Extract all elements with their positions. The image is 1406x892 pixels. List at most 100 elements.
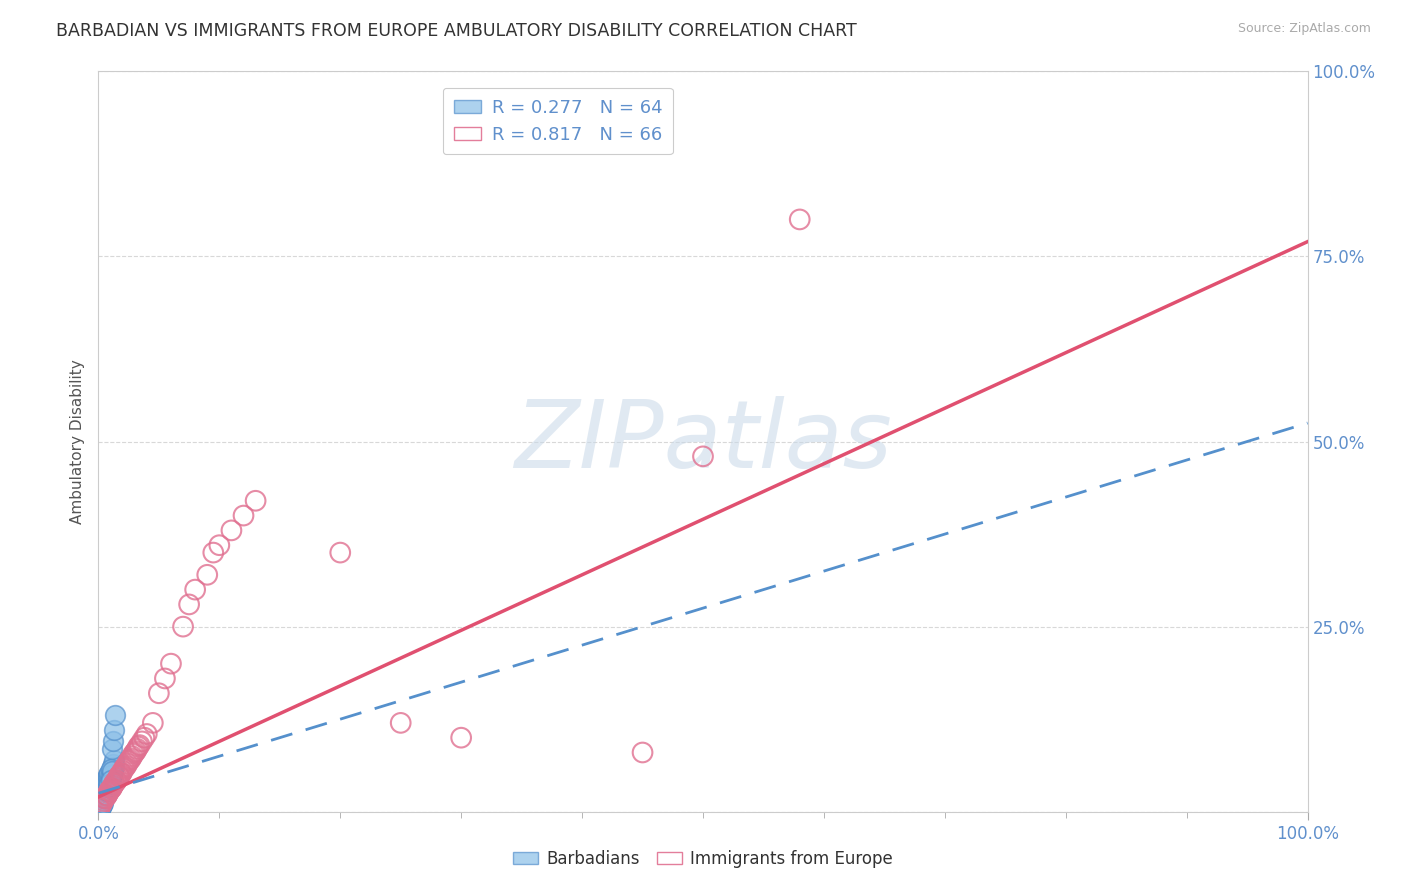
Point xyxy=(89,801,111,815)
Point xyxy=(91,791,114,805)
Point xyxy=(100,780,122,795)
Y-axis label: Ambulatory Disability: Ambulatory Disability xyxy=(69,359,84,524)
Point xyxy=(94,789,117,804)
Point xyxy=(100,767,122,781)
Point xyxy=(89,801,111,815)
Point xyxy=(124,746,146,760)
Point xyxy=(96,773,118,788)
Point xyxy=(122,747,145,761)
Point xyxy=(450,731,472,745)
Point xyxy=(90,796,112,810)
Point xyxy=(127,739,149,754)
Point xyxy=(90,797,112,812)
Point xyxy=(128,738,150,752)
Point xyxy=(112,762,135,776)
Point xyxy=(100,764,122,778)
Point xyxy=(108,769,131,783)
Point xyxy=(94,776,117,790)
Point xyxy=(98,767,121,781)
Point xyxy=(91,782,114,797)
Legend: R = 0.277   N = 64, R = 0.817   N = 66: R = 0.277 N = 64, R = 0.817 N = 66 xyxy=(443,87,673,154)
Point xyxy=(100,764,122,778)
Point xyxy=(91,798,114,813)
Point xyxy=(114,760,136,774)
Point xyxy=(103,776,125,790)
Point xyxy=(90,797,112,812)
Point xyxy=(91,794,114,808)
Point xyxy=(100,741,122,756)
Point xyxy=(91,786,114,800)
Point xyxy=(89,801,111,815)
Point xyxy=(97,786,120,800)
Point xyxy=(101,779,124,793)
Point xyxy=(131,734,153,748)
Point xyxy=(329,546,352,560)
Point xyxy=(105,773,128,788)
Point xyxy=(105,773,128,788)
Point xyxy=(202,546,225,560)
Point xyxy=(107,772,129,786)
Point xyxy=(121,749,143,764)
Point xyxy=(91,796,114,810)
Point xyxy=(103,753,125,767)
Point xyxy=(96,775,118,789)
Point xyxy=(160,657,183,671)
Point xyxy=(118,755,141,769)
Point xyxy=(100,762,122,776)
Point xyxy=(115,759,138,773)
Text: Source: ZipAtlas.com: Source: ZipAtlas.com xyxy=(1237,22,1371,36)
Point xyxy=(96,779,118,793)
Point xyxy=(93,780,115,795)
Point xyxy=(631,746,654,760)
Point xyxy=(94,779,117,793)
Point xyxy=(96,789,118,803)
Point xyxy=(98,784,121,798)
Point xyxy=(98,776,121,790)
Point xyxy=(93,782,115,797)
Point xyxy=(91,797,114,812)
Point xyxy=(153,672,176,686)
Point xyxy=(98,775,121,789)
Point xyxy=(232,508,254,523)
Point xyxy=(127,741,149,756)
Point xyxy=(91,796,114,810)
Point xyxy=(100,767,122,781)
Point xyxy=(103,723,125,738)
Point xyxy=(179,598,201,612)
Text: BARBADIAN VS IMMIGRANTS FROM EUROPE AMBULATORY DISABILITY CORRELATION CHART: BARBADIAN VS IMMIGRANTS FROM EUROPE AMBU… xyxy=(56,22,858,40)
Point xyxy=(120,751,142,765)
Point xyxy=(100,772,122,787)
Point xyxy=(90,794,112,808)
Point xyxy=(100,772,122,786)
Point xyxy=(91,796,114,810)
Point xyxy=(93,789,115,804)
Point xyxy=(117,756,139,771)
Point xyxy=(118,753,141,767)
Point xyxy=(98,766,121,780)
Point xyxy=(91,789,114,804)
Legend: Barbadians, Immigrants from Europe: Barbadians, Immigrants from Europe xyxy=(506,844,900,875)
Point xyxy=(389,715,412,730)
Point xyxy=(195,567,218,582)
Point xyxy=(692,450,714,464)
Text: ZIPatlas: ZIPatlas xyxy=(515,396,891,487)
Point xyxy=(98,784,121,798)
Point xyxy=(221,524,243,538)
Point xyxy=(91,794,114,808)
Point xyxy=(89,803,111,817)
Point xyxy=(96,772,118,786)
Point xyxy=(97,779,120,793)
Point xyxy=(94,789,117,803)
Point xyxy=(96,789,118,803)
Point xyxy=(108,769,131,783)
Point xyxy=(97,775,120,789)
Point xyxy=(90,798,112,813)
Point xyxy=(110,766,132,780)
Point xyxy=(104,708,127,723)
Point xyxy=(125,744,148,758)
Point xyxy=(96,782,118,797)
Point xyxy=(142,715,165,730)
Point xyxy=(97,772,120,786)
Point xyxy=(172,619,194,633)
Point xyxy=(97,767,120,781)
